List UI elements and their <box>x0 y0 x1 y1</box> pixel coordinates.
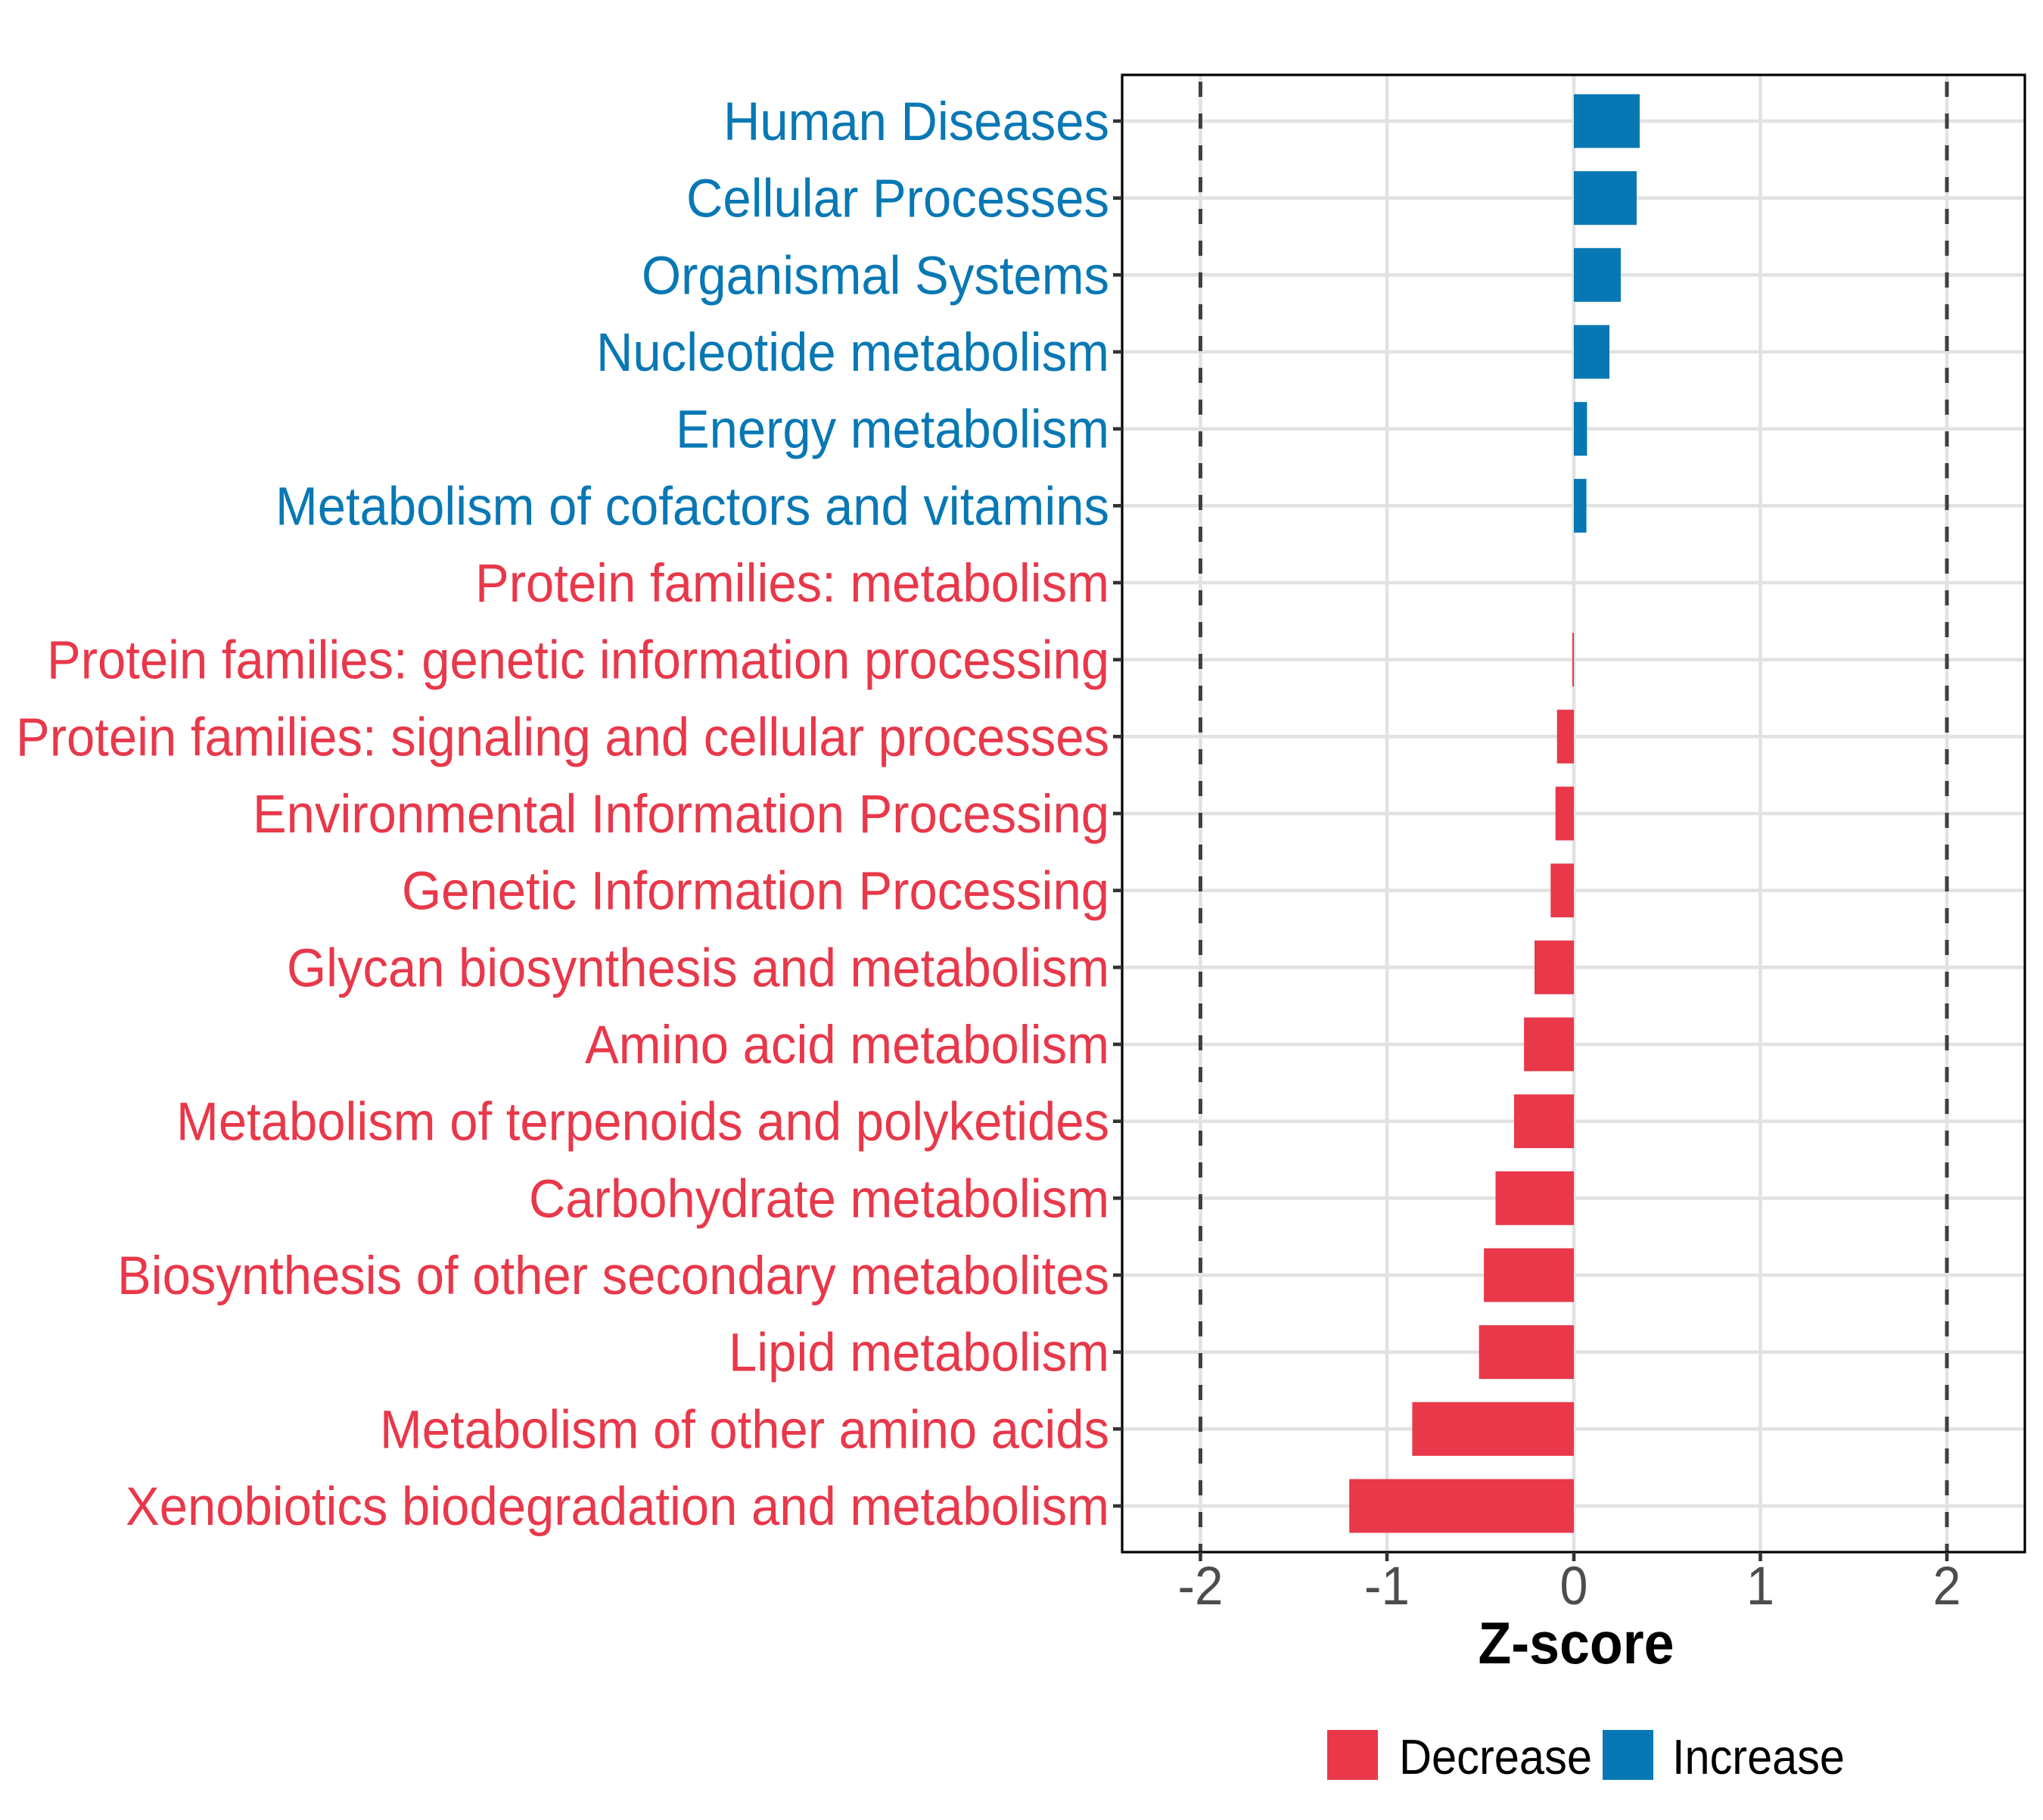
svg-text:Lipid metabolism: Lipid metabolism <box>729 1324 1109 1383</box>
svg-text:Metabolism of cofactors and vi: Metabolism of cofactors and vitamins <box>275 477 1109 537</box>
svg-text:Cellular Processes: Cellular Processes <box>686 170 1109 229</box>
svg-text:Organismal Systems: Organismal Systems <box>642 246 1109 306</box>
svg-text:Protein families: signaling an: Protein families: signaling and cellular… <box>16 708 1109 767</box>
svg-text:Increase: Increase <box>1672 1730 1845 1784</box>
svg-text:1: 1 <box>1746 1557 1774 1616</box>
svg-text:0: 0 <box>1560 1557 1588 1616</box>
svg-text:Environmental Information Proc: Environmental Information Processing <box>253 785 1109 845</box>
svg-text:Protein families: metabolism: Protein families: metabolism <box>475 554 1109 614</box>
svg-text:Biosynthesis of other secondar: Biosynthesis of other secondary metaboli… <box>117 1246 1109 1306</box>
svg-text:Glycan biosynthesis and metabo: Glycan biosynthesis and metabolism <box>287 938 1109 998</box>
svg-text:Metabolism of terpenoids and p: Metabolism of terpenoids and polyketides <box>176 1093 1109 1153</box>
svg-text:Metabolism of other amino acid: Metabolism of other amino acids <box>380 1400 1109 1460</box>
svg-text:Amino acid metabolism: Amino acid metabolism <box>585 1016 1109 1075</box>
svg-text:Genetic Information Processing: Genetic Information Processing <box>402 862 1109 922</box>
svg-text:Human Diseases: Human Diseases <box>723 92 1109 152</box>
svg-text:Carbohydrate metabolism: Carbohydrate metabolism <box>529 1169 1109 1229</box>
svg-text:Decrease: Decrease <box>1399 1730 1592 1784</box>
svg-text:Xenobiotics biodegradation and: Xenobiotics biodegradation and metabolis… <box>126 1477 1109 1537</box>
svg-text:-1: -1 <box>1364 1557 1410 1616</box>
svg-text:Protein families: genetic info: Protein families: genetic information pr… <box>47 631 1109 691</box>
svg-text:2: 2 <box>1933 1557 1961 1616</box>
svg-text:-2: -2 <box>1178 1557 1224 1616</box>
svg-text:Nucleotide metabolism: Nucleotide metabolism <box>596 323 1109 383</box>
svg-text:Energy metabolism: Energy metabolism <box>676 400 1109 460</box>
svg-text:Z-score: Z-score <box>1479 1610 1675 1676</box>
